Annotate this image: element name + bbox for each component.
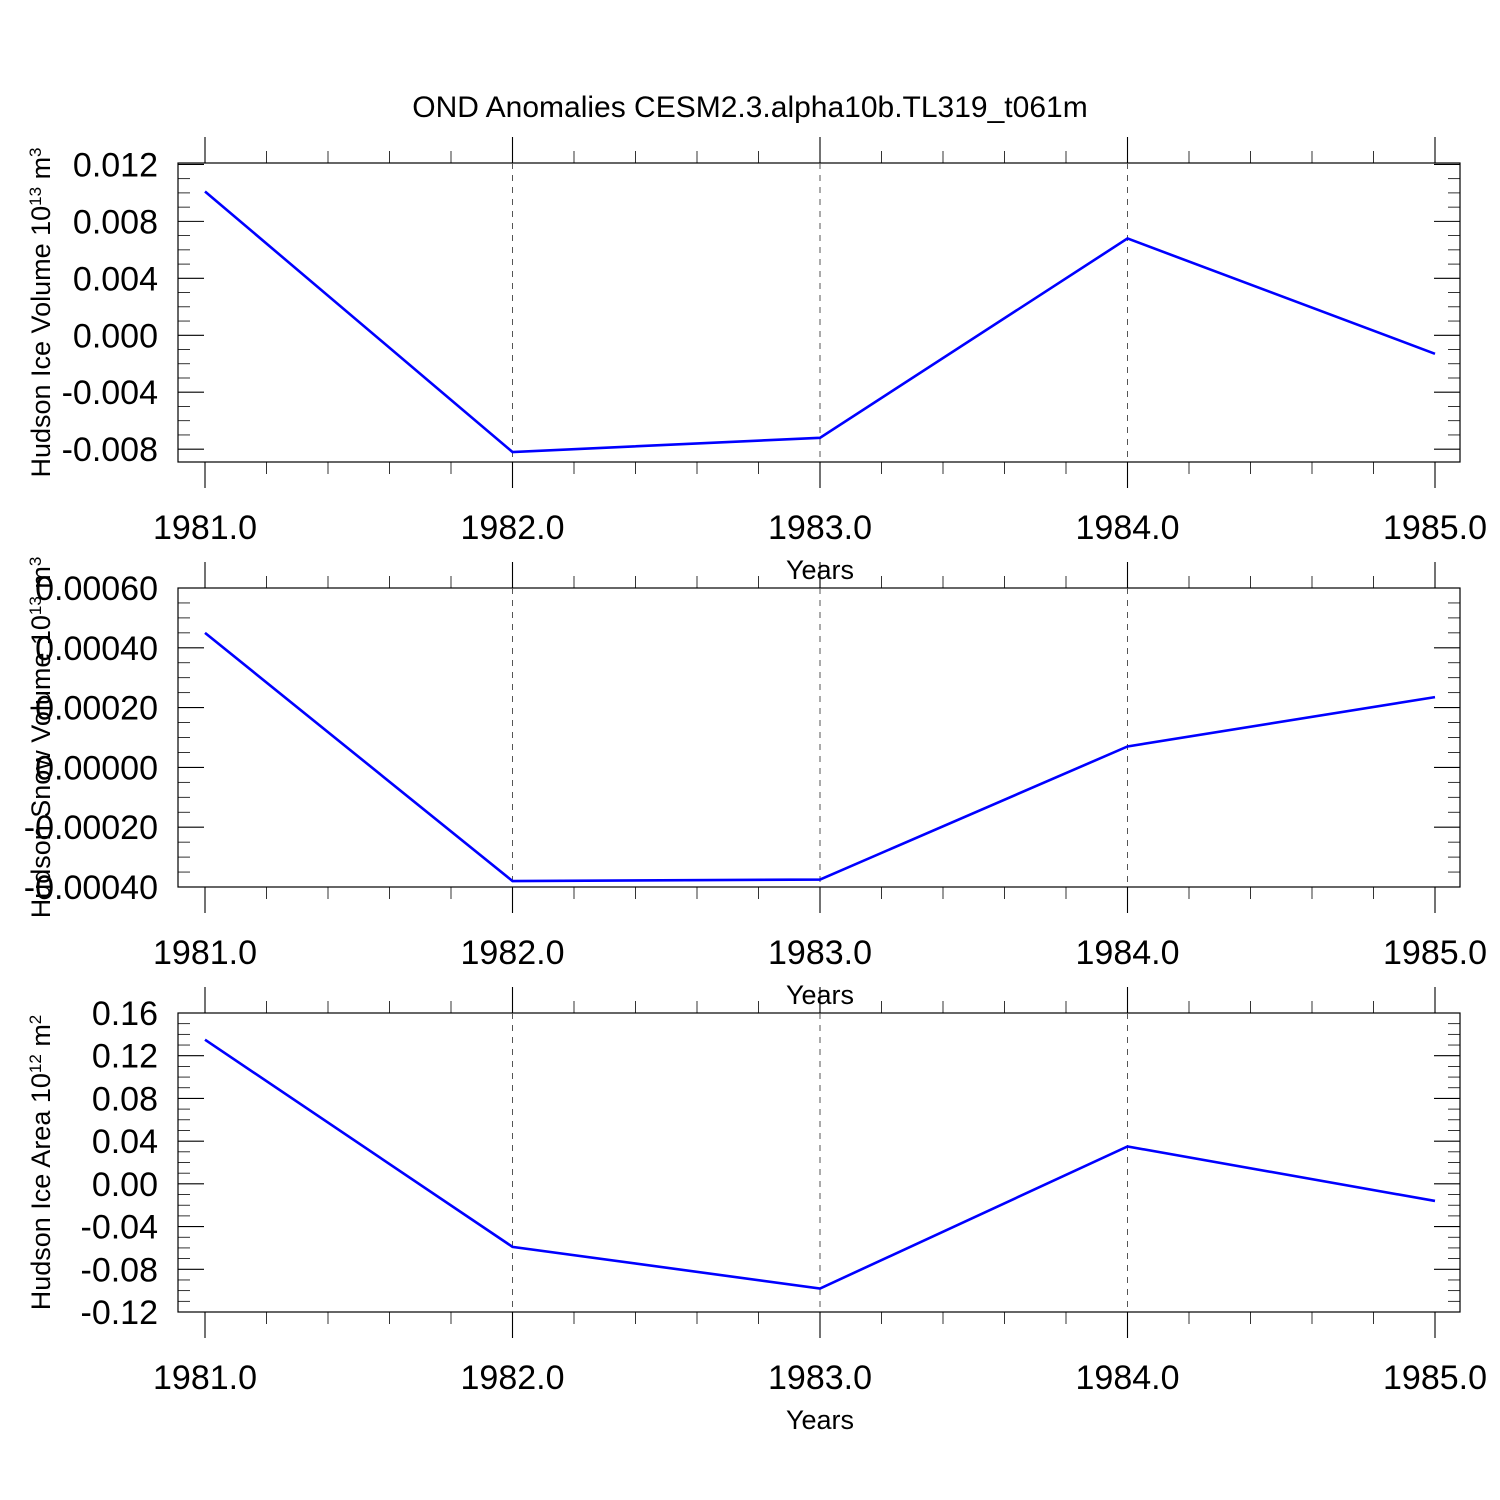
y-tick-label: 0.00020 xyxy=(35,690,158,728)
x-tick-label: 1981.0 xyxy=(153,1359,257,1397)
plot-frame xyxy=(177,587,1461,888)
x-tick-label: 1985.0 xyxy=(1383,934,1487,972)
y-tick-label: 0.16 xyxy=(92,995,158,1033)
series-line xyxy=(204,631,1436,883)
panel-3: 1981.0 1982.0 1983.0 1984.0 1985.0 0.16 0.12 0.… xyxy=(26,987,1487,1435)
y-axis-label: Hudson Snow Volume 1013 m3 xyxy=(26,557,57,919)
plot-frame xyxy=(177,1012,1461,1313)
x-tick-label: 1982.0 xyxy=(461,509,565,547)
panels: 1981.0 1982.0 1983.0 1984.0 1985.0 0.012 0.008… xyxy=(24,137,1487,1435)
y-tick-label: -0.08 xyxy=(81,1251,159,1289)
y-tick-label: 0.00000 xyxy=(35,749,158,787)
y-tick-label: 0.012 xyxy=(73,146,158,184)
x-axis-label: Years xyxy=(786,1405,854,1435)
series-line xyxy=(204,1038,1436,1290)
y-tick-label: -0.00040 xyxy=(24,869,158,907)
x-tick-label: 1983.0 xyxy=(768,1359,872,1397)
x-tick-label: 1981.0 xyxy=(153,934,257,972)
x-tick-label: 1985.0 xyxy=(1383,509,1487,547)
y-tick-label: -0.00020 xyxy=(24,809,158,847)
y-tick-label: -0.008 xyxy=(62,431,158,469)
x-tick-label: 1985.0 xyxy=(1383,1359,1487,1397)
panel-1: 1981.0 1982.0 1983.0 1984.0 1985.0 0.012 0.008… xyxy=(26,137,1487,585)
x-tick-label: 1981.0 xyxy=(153,509,257,547)
plot-frame xyxy=(177,162,1461,463)
y-tick-label: 0.004 xyxy=(73,260,158,298)
y-tick-label: 0.00040 xyxy=(35,630,158,668)
y-axis-label: Hudson Ice Area 1012 m2 xyxy=(26,1015,57,1311)
y-tick-label: -0.004 xyxy=(62,374,158,412)
y-tick-label: 0.00 xyxy=(92,1166,158,1204)
y-tick-label: 0.00060 xyxy=(35,570,158,608)
y-tick-label: -0.12 xyxy=(81,1294,159,1332)
x-tick-label: 1984.0 xyxy=(1076,934,1180,972)
x-tick-label: 1983.0 xyxy=(768,509,872,547)
y-tick-label: 0.08 xyxy=(92,1080,158,1118)
x-tick-label: 1982.0 xyxy=(461,934,565,972)
x-tick-label: 1984.0 xyxy=(1076,1359,1180,1397)
series-line xyxy=(204,190,1436,454)
y-axis-label: Hudson Ice Volume 1013 m3 xyxy=(26,147,57,477)
x-tick-label: 1983.0 xyxy=(768,934,872,972)
x-tick-label: 1984.0 xyxy=(1076,509,1180,547)
y-tick-label: 0.12 xyxy=(92,1038,158,1076)
chart-title: OND Anomalies CESM2.3.alpha10b.TL319_t06… xyxy=(412,91,1087,124)
panel-2: 1981.0 1982.0 1983.0 1984.0 1985.0 0.00060 0.0… xyxy=(24,557,1487,1010)
y-tick-label: 0.04 xyxy=(92,1123,158,1161)
y-tick-label: -0.04 xyxy=(81,1209,159,1247)
x-tick-label: 1982.0 xyxy=(461,1359,565,1397)
y-tick-label: 0.000 xyxy=(73,317,158,355)
y-tick-label: 0.008 xyxy=(73,203,158,241)
